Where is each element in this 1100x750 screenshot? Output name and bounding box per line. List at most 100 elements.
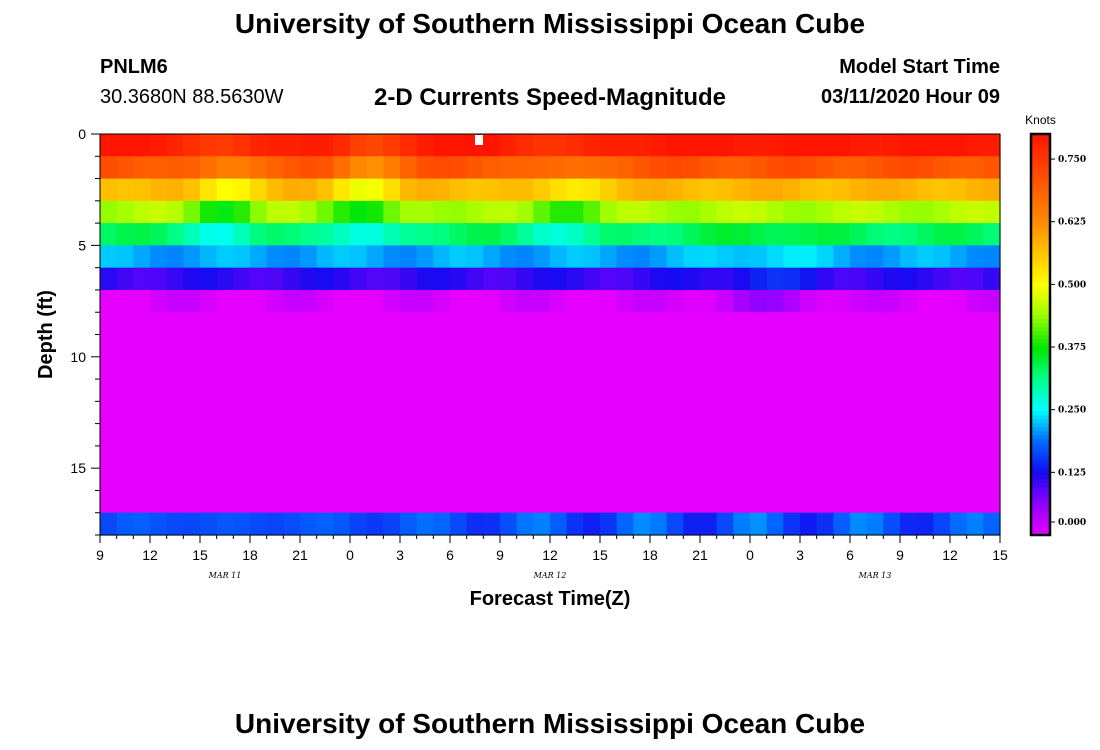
heatmap-cell — [400, 134, 418, 157]
heatmap-cell — [133, 490, 151, 514]
heatmap-cell — [333, 490, 351, 514]
heatmap-cell — [700, 512, 718, 536]
heatmap-cell — [150, 178, 168, 202]
heatmap-cell — [900, 468, 918, 492]
heatmap-cell — [400, 289, 418, 313]
heatmap-cell — [466, 356, 484, 380]
heatmap-cell — [650, 156, 668, 180]
heatmap-cell — [900, 379, 918, 402]
heatmap-cell — [900, 200, 918, 224]
heatmap-cell — [900, 356, 918, 380]
x-tick-label: 15 — [192, 547, 208, 563]
heatmap-cell — [583, 334, 601, 358]
heatmap-cell — [800, 289, 818, 313]
heatmap-cell — [650, 267, 668, 291]
heatmap-cell — [416, 134, 434, 157]
heatmap-cell — [100, 245, 118, 269]
heatmap-cell — [583, 156, 601, 180]
heatmap-cell — [683, 267, 701, 291]
heatmap-cell — [700, 423, 718, 447]
heatmap-cell — [183, 423, 201, 447]
heatmap-cell — [950, 312, 968, 336]
heatmap-cell — [450, 223, 468, 246]
heatmap-cell — [200, 445, 218, 469]
heatmap-cell — [633, 379, 651, 402]
heatmap-cell — [550, 490, 568, 514]
heatmap-cell — [816, 334, 834, 358]
x-tick-label: 12 — [142, 547, 158, 563]
heatmap-cell — [900, 401, 918, 425]
heatmap-cell — [850, 312, 868, 336]
heatmap-cell — [150, 134, 168, 157]
heatmap-cell — [483, 178, 501, 202]
heatmap-cell — [366, 134, 384, 157]
heatmap-cell — [383, 334, 401, 358]
heatmap-cell — [550, 356, 568, 380]
heatmap-cell — [350, 134, 368, 157]
heatmap-cell — [116, 267, 134, 291]
heatmap-cell — [516, 312, 534, 336]
heatmap-cell — [200, 401, 218, 425]
heatmap-cell — [616, 468, 634, 492]
heatmap-cell — [350, 334, 368, 358]
heatmap-cell — [750, 423, 768, 447]
heatmap-cell — [250, 356, 268, 380]
colorbar-segment — [1031, 274, 1050, 279]
heatmap-cell — [783, 156, 801, 180]
heatmap-cell — [766, 245, 784, 269]
heatmap-cell — [316, 512, 334, 536]
heatmap-cell — [300, 490, 318, 514]
heatmap-cell — [250, 156, 268, 180]
heatmap-cell — [500, 267, 518, 291]
heatmap-cell — [983, 401, 1001, 425]
heatmap-cell — [883, 356, 901, 380]
heatmap-cell — [983, 334, 1001, 358]
heatmap-cell — [333, 200, 351, 224]
heatmap-cell — [883, 200, 901, 224]
colorbar-segment — [1031, 386, 1050, 392]
heatmap-cell — [750, 512, 768, 536]
heatmap-cell — [616, 490, 634, 514]
heatmap-cell — [416, 312, 434, 336]
heatmap-cell — [516, 134, 534, 157]
heatmap-cell — [550, 156, 568, 180]
colorbar-segment — [1031, 134, 1050, 139]
heatmap-cell — [866, 245, 884, 269]
heatmap-cell — [233, 267, 251, 291]
heatmap-cell — [666, 445, 684, 469]
heatmap-cell — [733, 200, 751, 224]
colorbar-segment — [1031, 522, 1050, 528]
heatmap-cell — [900, 223, 918, 246]
date-label: MAR 13 — [858, 571, 892, 580]
heatmap-cell — [833, 134, 851, 157]
colorbar-segment — [1031, 474, 1050, 480]
heatmap-cell — [516, 401, 534, 425]
heatmap-cell — [550, 445, 568, 469]
heatmap-cell — [433, 423, 451, 447]
heatmap-cell — [433, 178, 451, 202]
heatmap-cell — [133, 245, 151, 269]
heatmap-cell — [250, 379, 268, 402]
heatmap-cell — [500, 134, 518, 157]
heatmap-cell — [133, 267, 151, 291]
heatmap-cell — [950, 401, 968, 425]
heatmap-cell — [316, 312, 334, 336]
heatmap-cell — [866, 468, 884, 492]
colorbar-segment — [1031, 318, 1050, 324]
colorbar-segment — [1031, 258, 1050, 263]
heatmap-cell — [900, 267, 918, 291]
heatmap-cell — [316, 289, 334, 313]
heatmap-cell — [766, 334, 784, 358]
heatmap-cell — [766, 156, 784, 180]
heatmap-cell — [366, 267, 384, 291]
heatmap-cell — [233, 223, 251, 246]
heatmap-cell — [166, 156, 184, 180]
heatmap-cell — [733, 356, 751, 380]
heatmap-cell — [733, 512, 751, 536]
heatmap-cell — [500, 512, 518, 536]
heatmap-cell — [783, 178, 801, 202]
heatmap-cell — [750, 223, 768, 246]
heatmap-cell — [933, 401, 951, 425]
heatmap-cell — [733, 401, 751, 425]
heatmap-cell — [966, 267, 984, 291]
